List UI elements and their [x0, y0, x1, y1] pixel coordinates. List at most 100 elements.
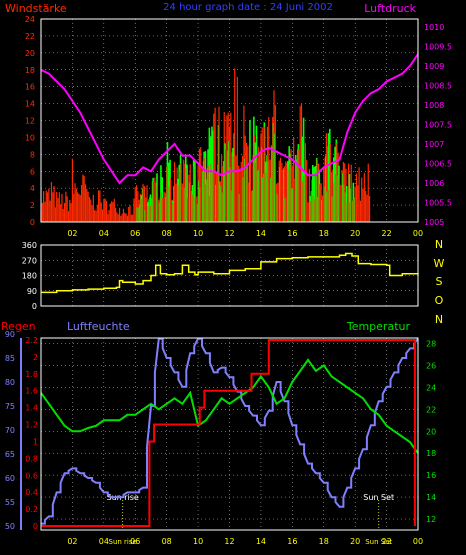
time-tick-label: 16	[287, 229, 297, 238]
direction-tick-label: 90	[27, 287, 37, 296]
lower-panel-frame	[40, 337, 419, 531]
rain-tick-label: 0.6	[25, 471, 38, 480]
temperature-tick-label: 22	[426, 405, 436, 414]
time-tick-label: 22	[381, 229, 391, 238]
wind-tick-label: 16	[25, 83, 35, 92]
rain-tick-label: 2	[33, 353, 38, 362]
direction-tick-label: 270	[22, 256, 37, 265]
time-tick-label: 06	[130, 229, 140, 238]
pressure-tick-label: 1005	[424, 218, 444, 227]
wind-tick-label: 12	[25, 117, 35, 126]
humidity-tick-label: 70	[5, 426, 15, 435]
pressure-tick-label: 1008.5	[424, 81, 452, 90]
temperature-tick-label: 14	[426, 493, 436, 502]
rain-tick-label: 1.8	[25, 370, 38, 379]
wind-tick-label: 18	[25, 66, 35, 75]
wind-tick-label: 8	[30, 150, 35, 159]
rain-tick-label: 1.2	[25, 421, 38, 430]
wind-panel-frame	[40, 18, 419, 223]
rain-tick-label: 2.2	[25, 336, 38, 345]
humidity-tick-label: 85	[5, 354, 15, 363]
wind-tick-label: 2	[30, 201, 35, 210]
direction-tick-label: 180	[22, 272, 37, 281]
humidity-line	[41, 337, 419, 525]
time-tick-label: 14	[256, 229, 266, 238]
wind-tick-label: 14	[25, 100, 35, 109]
time-tick-label: 18	[319, 229, 329, 238]
humidity-tick-label: 65	[5, 450, 15, 459]
lower-time-tick-label: 02	[67, 537, 77, 546]
humidity-axis-label: Luftfeuchte	[67, 320, 130, 333]
humidity-tick-label: 75	[5, 402, 15, 411]
lower-time-tick-label: 08	[162, 537, 172, 546]
sunset-bottom-label: Sun Set	[365, 538, 392, 546]
pressure-tick-label: 1005.5	[424, 198, 452, 207]
temperature-tick-label: 18	[426, 449, 436, 458]
humidity-tick-label: 80	[5, 378, 15, 387]
lower-time-tick-label: 18	[319, 537, 329, 546]
humidity-tick-label: 90	[5, 330, 15, 339]
time-tick-label: 12	[224, 229, 234, 238]
chart-title: 24 hour graph date : 24 Juni 2002	[163, 2, 333, 13]
pressure-tick-label: 1008	[424, 101, 444, 110]
wind-tick-label: 4	[30, 184, 35, 193]
direction-line	[41, 252, 419, 294]
humidity-tick-label: 50	[5, 522, 15, 531]
rain-tick-label: 1.4	[25, 404, 38, 413]
direction-tick-label: 0	[32, 302, 37, 311]
humidity-tick-label: 60	[5, 474, 15, 483]
pressure-tick-label: 1009	[424, 62, 444, 71]
temperature-tick-label: 24	[426, 383, 436, 392]
lower-time-tick-label: 10	[193, 537, 203, 546]
direction-tick-label: 360	[22, 241, 37, 250]
rain-axis-label: Regen	[1, 320, 36, 333]
lower-time-tick-label: 00	[413, 537, 423, 546]
direction-compass-letter: N	[435, 238, 443, 251]
pressure-line	[40, 53, 419, 185]
windspeed-axis-label: Windstärke	[5, 2, 67, 15]
rain-tick-label: 0.8	[25, 454, 38, 463]
sunrise-bottom-label: Sun rise	[109, 538, 137, 546]
lower-time-tick-label: 04	[99, 537, 109, 546]
rain-humidity-temperature-panel: 50 55 60 65 70 75 80 85 90 0 0.2 0.4 0.6 0.8 1 1.2 1.4 1.…	[5, 330, 436, 546]
pressure-tick-label: 1009.5	[424, 42, 452, 51]
temperature-axis-label: Temperatur	[346, 320, 411, 333]
pressure-tick-label: 1010	[424, 23, 444, 32]
temperature-tick-label: 12	[426, 515, 436, 524]
lower-time-tick-label: 06	[130, 537, 140, 546]
temperature-tick-label: 26	[426, 361, 436, 370]
lower-time-tick-label: 14	[256, 537, 266, 546]
temperature-tick-label: 28	[426, 339, 436, 348]
pressure-axis-label: Luftdruck	[364, 2, 416, 15]
temperature-line	[40, 358, 419, 454]
direction-compass-letter: O	[435, 294, 444, 307]
direction-compass-letter: S	[436, 275, 443, 288]
time-tick-label: 08	[162, 229, 172, 238]
lower-time-tick-label: 16	[287, 537, 297, 546]
direction-compass-letter: N	[435, 313, 443, 326]
pressure-tick-label: 1007.5	[424, 120, 452, 129]
rain-tick-label: 1	[33, 437, 38, 446]
temperature-tick-label: 20	[426, 427, 436, 436]
humidity-tick-label: 55	[5, 498, 15, 507]
time-tick-label: 04	[99, 229, 109, 238]
direction-compass-letter: W	[434, 257, 445, 270]
time-tick-label: 20	[350, 229, 360, 238]
wind-tick-label: 24	[25, 15, 35, 24]
rain-line	[41, 339, 416, 527]
wind-tick-label: 6	[30, 167, 35, 176]
sunset-label: Sun Set	[363, 493, 394, 502]
lower-time-tick-label: 12	[224, 537, 234, 546]
wind-tick-label: 22	[25, 32, 35, 41]
rain-tick-label: 1.6	[25, 387, 38, 396]
wind-tick-label: 0	[30, 218, 35, 227]
lower-time-tick-label: 22	[381, 537, 391, 546]
rain-tick-label: 0.2	[25, 505, 38, 514]
pressure-tick-label: 1007	[424, 140, 444, 149]
rain-tick-label: 0	[33, 522, 38, 531]
rain-tick-label: 0.4	[25, 488, 38, 497]
wind-tick-label: 20	[25, 49, 35, 58]
time-tick-label: 10	[193, 229, 203, 238]
